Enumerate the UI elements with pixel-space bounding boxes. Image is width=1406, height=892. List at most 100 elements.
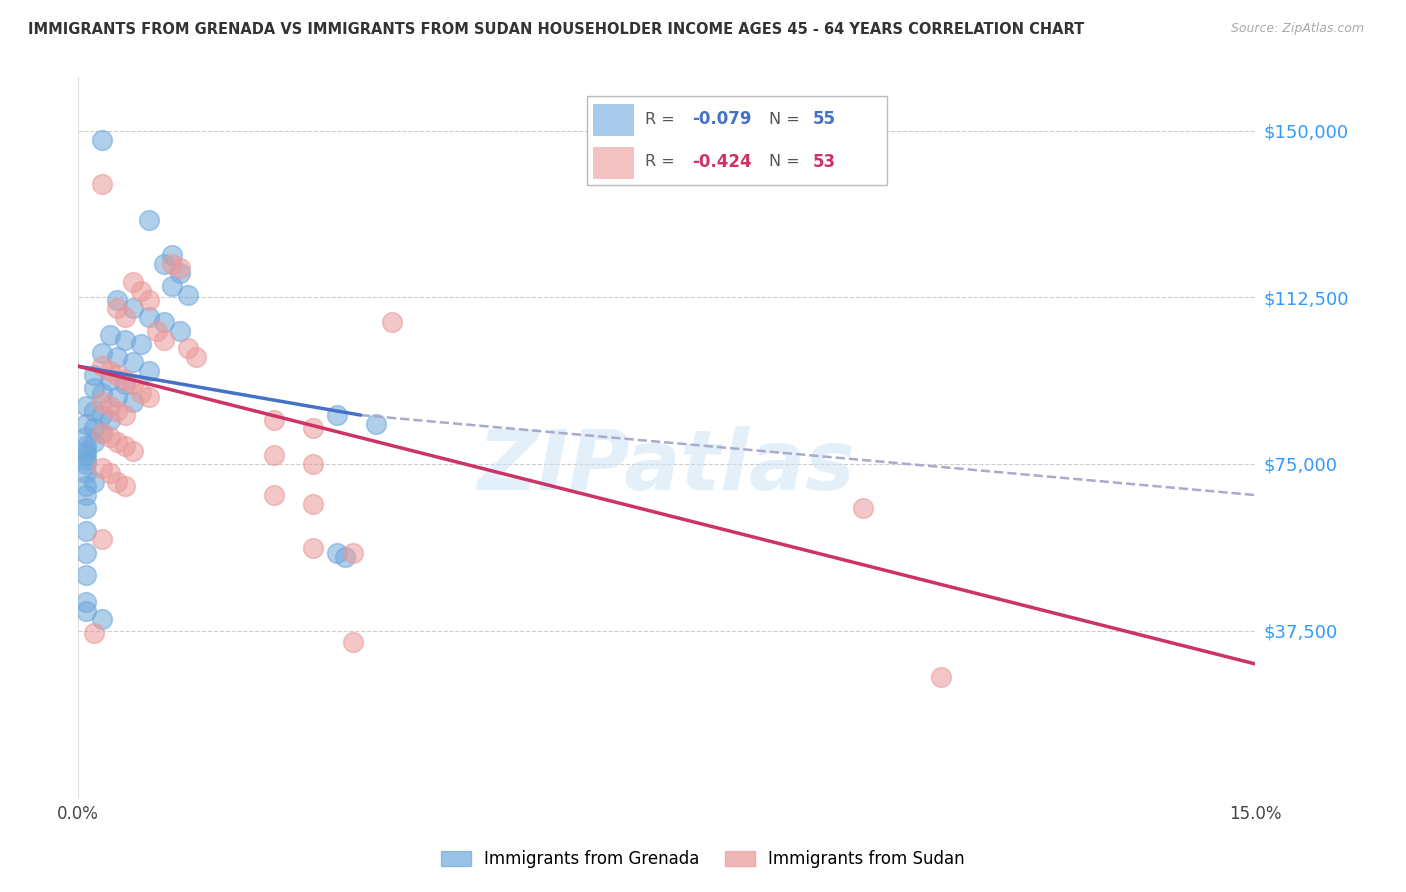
Point [114,439,136,453]
Point [184,351,207,365]
Point [114,376,136,391]
Point [90,612,112,626]
Point [138,390,160,404]
Point [138,310,160,325]
Point [153,315,176,329]
Text: IMMIGRANTS FROM GRENADA VS IMMIGRANTS FROM SUDAN HOUSEHOLDER INCOME AGES 45 - 64: IMMIGRANTS FROM GRENADA VS IMMIGRANTS FR… [28,22,1084,37]
Point [852,501,875,516]
Point [381,315,404,329]
Point [326,408,349,422]
Point [342,546,364,560]
Point [83,421,105,435]
Point [75,546,97,560]
Point [114,372,136,386]
Point [98,412,121,426]
Point [177,342,200,356]
Point [90,133,112,147]
Point [105,403,128,417]
Point [75,479,97,493]
Point [122,394,145,409]
Point [83,403,105,417]
Point [145,324,167,338]
Point [90,425,112,440]
Point [129,284,152,298]
Point [105,390,128,404]
Point [90,425,112,440]
Point [98,328,121,343]
Point [114,310,136,325]
Point [83,368,105,383]
Point [122,301,145,316]
Point [122,275,145,289]
Point [302,497,325,511]
Point [75,452,97,467]
Point [302,457,325,471]
Point [98,430,121,444]
FancyBboxPatch shape [593,147,633,178]
Point [114,333,136,347]
Point [366,417,388,431]
Point [90,177,112,191]
Point [75,595,97,609]
Point [90,359,112,374]
Text: R =: R = [645,112,675,127]
Text: -0.079: -0.079 [692,111,751,128]
Point [83,434,105,449]
Text: N =: N = [769,112,800,127]
Point [75,466,97,480]
Point [90,394,112,409]
Point [114,408,136,422]
Point [98,399,121,413]
Point [75,417,97,431]
Point [263,488,285,502]
Point [75,443,97,458]
Point [75,399,97,413]
Point [98,372,121,386]
Point [929,670,952,684]
Point [83,625,105,640]
Point [169,261,191,276]
Point [129,385,152,400]
Point [263,448,285,462]
Text: 55: 55 [813,111,835,128]
Point [75,448,97,462]
Point [342,634,364,648]
Point [302,421,325,435]
Point [90,408,112,422]
Text: 53: 53 [813,153,835,170]
Point [138,364,160,378]
Point [122,376,145,391]
Point [105,351,128,365]
Legend: Immigrants from Grenada, Immigrants from Sudan: Immigrants from Grenada, Immigrants from… [434,844,972,875]
Point [105,368,128,383]
Point [138,212,160,227]
Point [105,434,128,449]
Point [105,301,128,316]
Text: Source: ZipAtlas.com: Source: ZipAtlas.com [1230,22,1364,36]
Point [90,346,112,360]
Point [75,439,97,453]
Point [129,337,152,351]
Point [98,364,121,378]
Point [98,466,121,480]
FancyBboxPatch shape [586,95,887,186]
Point [83,381,105,395]
Point [162,248,184,262]
Point [263,412,285,426]
Point [138,293,160,307]
Point [333,550,356,565]
Text: R =: R = [645,154,675,169]
Point [105,475,128,489]
Point [169,266,191,280]
Point [90,385,112,400]
Text: N =: N = [769,154,800,169]
Point [162,257,184,271]
Text: ZIPatlas: ZIPatlas [478,425,855,507]
Point [114,479,136,493]
Point [105,293,128,307]
Point [90,461,112,475]
Point [75,501,97,516]
Point [177,288,200,302]
Point [90,533,112,547]
Point [75,488,97,502]
